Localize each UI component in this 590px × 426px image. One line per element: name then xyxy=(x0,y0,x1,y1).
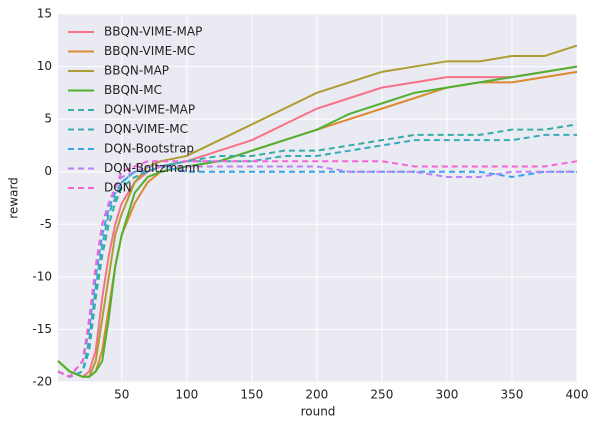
series-line xyxy=(57,165,577,378)
legend-label: BBQN-MAP xyxy=(104,64,169,78)
legend-label: DQN-VIME-MAP xyxy=(104,103,195,117)
x-tick-label: 350 xyxy=(501,388,524,402)
legend-label: DQN-Boltzmann xyxy=(104,161,200,175)
legend-label: DQN-Bootstrap xyxy=(104,142,194,156)
x-tick-label: 200 xyxy=(305,388,328,402)
series-line xyxy=(57,65,578,378)
x-tick-label: 100 xyxy=(175,388,198,402)
series-line xyxy=(57,160,578,378)
series-line xyxy=(57,123,578,378)
legend-label: BBQN-VIME-MAP xyxy=(104,25,202,39)
y-tick-label: 10 xyxy=(37,59,52,73)
legend-label: BBQN-VIME-MC xyxy=(104,44,195,58)
y-tick-label: -10 xyxy=(32,269,52,283)
y-tick-label: 15 xyxy=(37,7,52,21)
legend-label: DQN xyxy=(104,181,132,195)
x-tick-label: 250 xyxy=(370,388,393,402)
x-tick-label: 150 xyxy=(240,388,263,402)
x-axis-label: round xyxy=(301,405,336,419)
y-tick-label: 5 xyxy=(44,112,52,126)
x-tick-label: 400 xyxy=(566,388,589,402)
x-tick-label: 50 xyxy=(114,388,129,402)
y-axis-label: reward xyxy=(7,177,21,219)
plot-area xyxy=(58,14,577,382)
y-tick-label: -20 xyxy=(32,375,52,389)
x-tick-label: 300 xyxy=(435,388,458,402)
series-line xyxy=(57,44,578,378)
y-tick-label: -15 xyxy=(32,322,52,336)
legend-label: DQN-VIME-MC xyxy=(104,122,188,136)
y-tick-label: -5 xyxy=(40,217,52,231)
y-tick-label: 0 xyxy=(44,164,52,178)
legend-label: BBQN-MC xyxy=(104,83,162,97)
